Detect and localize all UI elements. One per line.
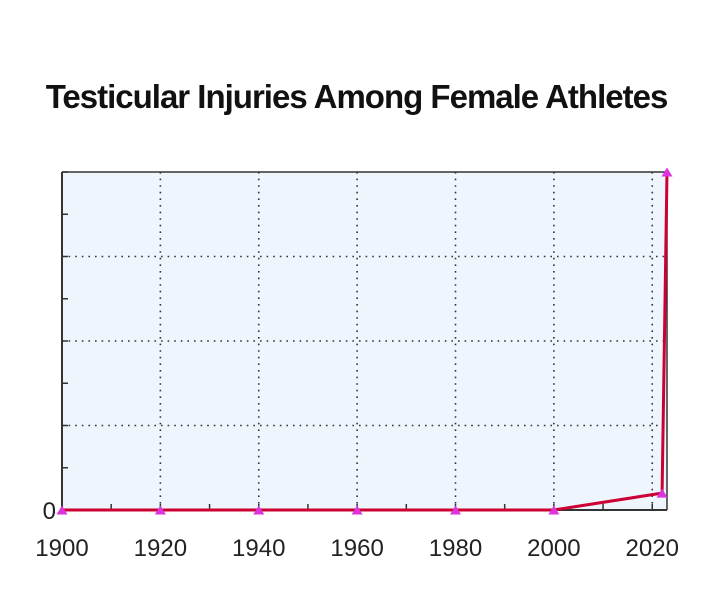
x-tick-label: 1920 <box>134 535 187 562</box>
data-point <box>253 505 265 515</box>
data-point <box>656 488 668 498</box>
series-line <box>62 171 669 512</box>
data-point <box>449 505 461 515</box>
x-tick-label: 2000 <box>527 535 580 562</box>
x-tick-label: 1940 <box>232 535 285 562</box>
chart-title: Testicular Injuries Among Female Athlete… <box>45 78 669 115</box>
data-point <box>548 505 560 515</box>
y-tick-label: 0 <box>43 498 56 525</box>
tick-labels: 1900 1920 1940 1960 1980 2000 2020 0 <box>35 498 679 562</box>
x-tick-label: 1900 <box>35 535 88 562</box>
data-point <box>661 167 673 177</box>
data-point <box>351 505 363 515</box>
x-tick-label: 1980 <box>429 535 482 562</box>
data-series <box>56 167 673 515</box>
x-tick-label: 2020 <box>626 535 679 562</box>
data-point <box>154 505 166 515</box>
data-point <box>56 505 68 515</box>
x-tick-label: 1960 <box>330 535 383 562</box>
plot-area <box>62 172 667 510</box>
